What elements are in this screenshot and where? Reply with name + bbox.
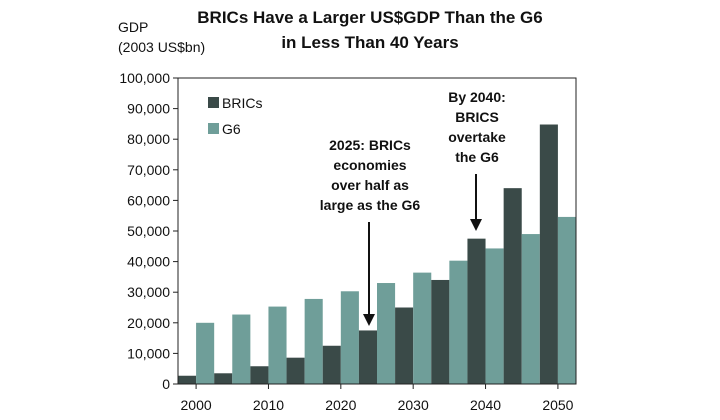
x-tick-label: 2040: [470, 397, 501, 413]
annotation-2025: 2025: BRICs economies over half as large…: [320, 137, 421, 326]
y-tick-label: 100,000: [119, 70, 170, 86]
y-tick-label: 40,000: [127, 254, 170, 270]
y-axis-label-line1: GDP: [118, 19, 148, 35]
bar-brics-2040: [467, 238, 486, 384]
bar-brics-2005: [214, 373, 233, 384]
bar-brics-2035: [431, 279, 450, 384]
annotation-2040: By 2040: BRICS overtake the G6: [448, 89, 506, 231]
annotation-2025-arrowhead: [363, 314, 375, 326]
bar-g6-2005: [232, 314, 251, 384]
annotation-2040-arrowhead: [470, 219, 482, 231]
annotation-2025-line3: over half as: [331, 177, 409, 193]
y-tick-label: 50,000: [127, 223, 170, 239]
annotation-2025-line1: 2025: BRICs: [329, 137, 411, 153]
bar-g6-2045: [521, 234, 540, 384]
legend-label-brics: BRICs: [222, 95, 262, 111]
bar-brics-2015: [286, 357, 305, 384]
legend-swatch-brics: [208, 97, 219, 108]
annotation-2040-line1: By 2040:: [448, 89, 506, 105]
bar-g6-2035: [449, 260, 468, 384]
plot-frame: [177, 77, 577, 385]
y-tick-label: 70,000: [127, 162, 170, 178]
annotation-2040-line2: BRICS: [455, 109, 499, 125]
x-tick-label: 2020: [325, 397, 356, 413]
bar-brics-2045: [503, 188, 522, 384]
y-tick-label: 90,000: [127, 101, 170, 117]
bar-g6-2040: [485, 248, 504, 384]
y-tick-label: 20,000: [127, 315, 170, 331]
y-tick-label: 0: [162, 376, 170, 392]
x-tick-label: 2010: [253, 397, 284, 413]
chart-title-line1: BRICs Have a Larger US$GDP Than the G6: [197, 8, 542, 27]
y-tick-label: 30,000: [127, 284, 170, 300]
x-axis-ticks: 2000 2010 2020 2030 2040 2050: [181, 384, 574, 413]
bar-g6-2020: [340, 291, 359, 384]
x-tick-label: 2000: [181, 397, 212, 413]
bar-g6-2015: [304, 298, 323, 384]
bar-series: [178, 124, 576, 384]
bar-brics-2030: [395, 307, 414, 384]
legend-label-g6: G6: [222, 121, 241, 137]
legend-swatch-g6: [208, 123, 219, 134]
x-tick-label: 2050: [542, 397, 573, 413]
legend: BRICs G6: [208, 95, 262, 137]
y-axis-label-line2: (2003 US$bn): [118, 39, 205, 55]
chart-title-line2: in Less Than 40 Years: [281, 33, 458, 52]
bar-brics-2025: [358, 330, 377, 384]
annotation-2025-line2: economies: [333, 157, 406, 173]
bar-brics-2020: [322, 345, 341, 384]
bar-g6-2000: [196, 322, 215, 384]
y-tick-label: 10,000: [127, 345, 170, 361]
bar-g6-2050: [557, 216, 576, 384]
bar-brics-2010: [250, 366, 269, 384]
bar-g6-2025: [377, 283, 396, 384]
bar-g6-2030: [413, 272, 432, 384]
annotation-2040-line4: the G6: [455, 149, 499, 165]
y-axis-ticks: 0 10,000 20,000 30,000 40,000 50,000 60,000 70,…: [119, 70, 178, 392]
bar-brics-2000: [178, 375, 197, 384]
x-tick-label: 2030: [398, 397, 429, 413]
y-tick-label: 80,000: [127, 131, 170, 147]
bar-g6-2010: [268, 306, 287, 384]
annotation-2025-line4: large as the G6: [320, 197, 421, 213]
bar-brics-2050: [539, 124, 558, 384]
annotation-2040-line3: overtake: [448, 129, 506, 145]
y-tick-label: 60,000: [127, 192, 170, 208]
